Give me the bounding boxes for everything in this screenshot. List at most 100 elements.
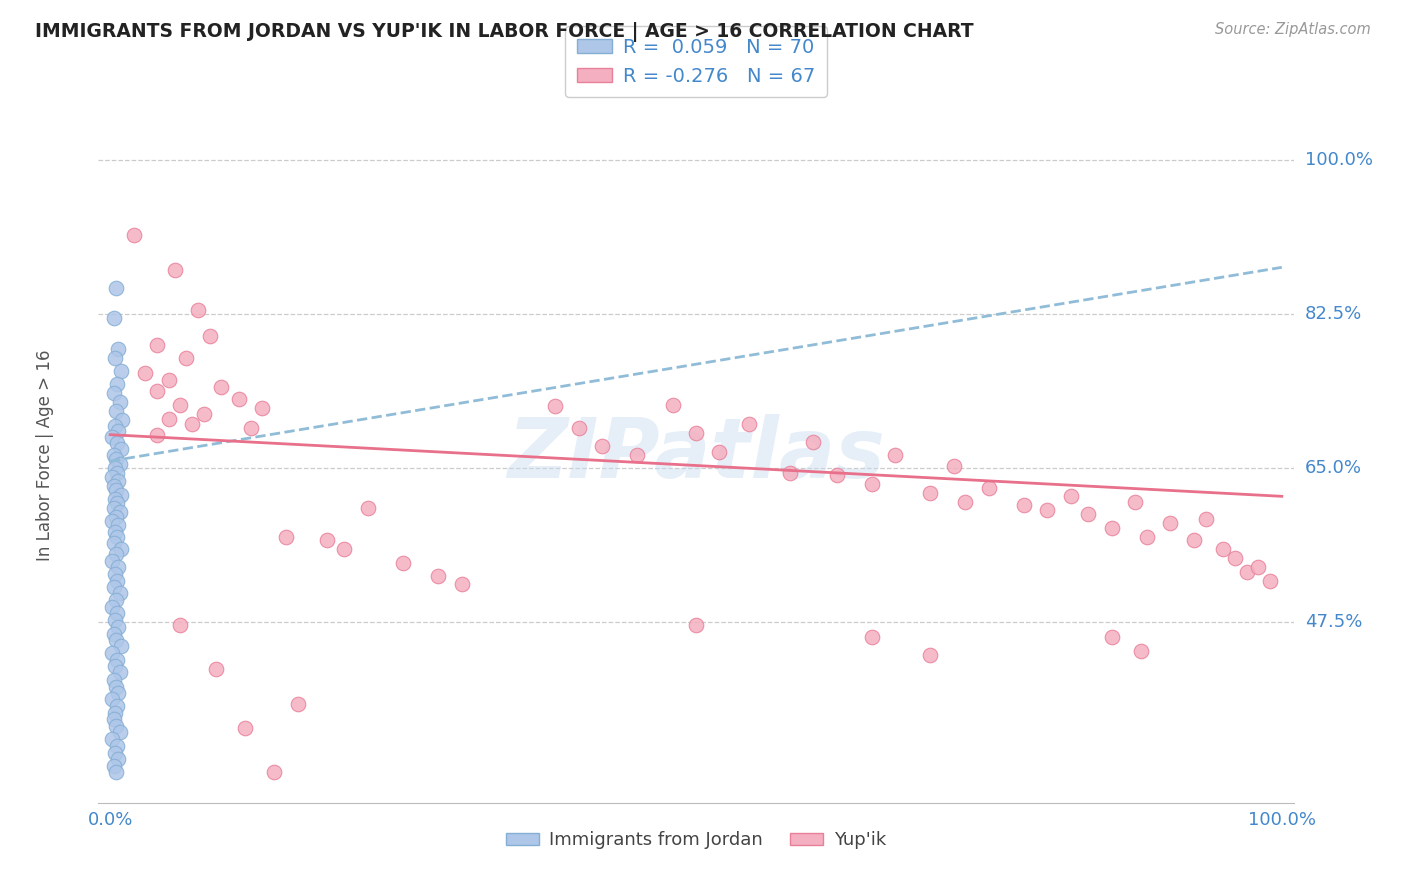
Point [110,442,132,456]
Point [626,448,648,462]
Point [685,618,707,632]
Point [104,706,127,720]
Point [1136,530,1159,544]
Point [169,618,191,632]
Point [1223,551,1246,566]
Point [105,680,128,694]
Point [1101,630,1123,644]
Point [1125,494,1147,508]
Point [110,542,132,557]
Point [101,430,124,444]
Point [287,697,309,711]
Text: Source: ZipAtlas.com: Source: ZipAtlas.com [1215,22,1371,37]
Point [105,548,128,562]
Point [228,392,250,407]
Point [103,626,125,640]
Point [107,343,129,357]
Point [101,470,124,484]
Point [110,364,132,378]
Point [103,536,125,550]
Point [104,418,127,433]
Point [103,580,125,594]
Point [101,600,124,615]
Point [801,434,824,449]
Legend: Immigrants from Jordan, Yup'ik: Immigrants from Jordan, Yup'ik [499,824,893,856]
Point [233,721,256,735]
Point [101,646,124,660]
Point [104,461,127,475]
Point [738,417,761,431]
Point [103,479,125,493]
Point [163,263,186,277]
Point [685,425,707,440]
Point [187,302,209,317]
Point [181,417,204,431]
Point [274,530,297,544]
Point [169,398,191,412]
Point [709,445,731,459]
Point [107,475,129,489]
Point [103,500,125,515]
Point [104,566,127,581]
Point [105,574,128,588]
Point [392,556,415,570]
Point [860,477,883,491]
Point [104,613,127,627]
Point [105,593,128,607]
Point [661,398,683,412]
Point [105,436,128,450]
Text: In Labor Force | Age > 16: In Labor Force | Age > 16 [35,349,53,561]
Point [544,400,567,414]
Point [977,481,1000,495]
Point [157,412,180,426]
Point [193,407,215,421]
Point [103,712,125,726]
Text: 100.0%: 100.0% [1305,151,1372,169]
Point [101,732,124,747]
Point [568,421,591,435]
Text: ZIPatlas: ZIPatlas [508,415,884,495]
Point [105,280,128,294]
Point [1236,565,1258,579]
Point [920,485,942,500]
Point [105,483,128,497]
Point [779,466,801,480]
Point [108,395,131,409]
Point [105,466,128,480]
Point [108,505,131,519]
Text: 82.5%: 82.5% [1305,305,1362,323]
Point [107,559,129,574]
Point [333,542,356,557]
Point [105,719,128,733]
Point [1036,503,1059,517]
Point [252,401,274,416]
Point [1212,542,1234,557]
Point [101,514,124,528]
Point [105,632,128,647]
Point [103,311,125,326]
Point [108,665,131,680]
Point [107,752,129,766]
Point [239,421,262,435]
Point [204,662,226,676]
Point [103,386,125,401]
Point [450,577,472,591]
Point [357,500,380,515]
Point [1101,521,1123,535]
Point [105,698,128,713]
Point [825,468,848,483]
Point [1060,489,1083,503]
Text: IMMIGRANTS FROM JORDAN VS YUP'IK IN LABOR FORCE | AGE > 16 CORRELATION CHART: IMMIGRANTS FROM JORDAN VS YUP'IK IN LABO… [35,22,974,42]
Point [105,530,128,544]
Point [105,607,128,621]
Point [105,509,128,524]
Point [105,653,128,667]
Point [104,746,127,760]
Point [103,448,125,462]
Point [1077,507,1099,521]
Point [591,439,613,453]
Point [122,227,145,242]
Point [104,351,127,365]
Point [1160,516,1182,530]
Point [103,759,125,773]
